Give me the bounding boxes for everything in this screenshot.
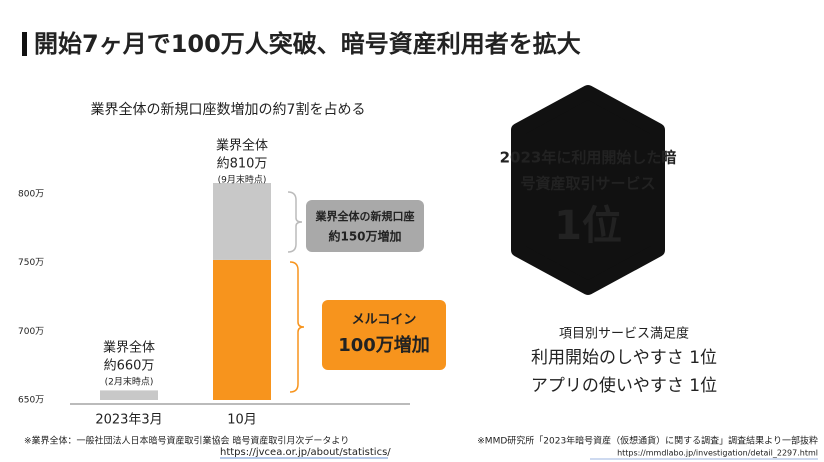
brace bbox=[287, 191, 303, 253]
annotation: 約660万 bbox=[104, 359, 155, 374]
y-tick-label: 650万 bbox=[18, 396, 44, 406]
y-tick-label: 750万 bbox=[18, 258, 44, 268]
annotation: 約150万増加 bbox=[328, 229, 401, 244]
panel-item: アプリの使いやすさ 1位 bbox=[531, 375, 717, 396]
footnote-link: https://jvcea.or.jp/about/statistics/ bbox=[220, 447, 391, 458]
bar-segment bbox=[213, 259, 271, 400]
title-bar bbox=[22, 32, 27, 56]
brace bbox=[289, 261, 305, 393]
callout-box bbox=[306, 200, 424, 252]
footnote: ※MMD研究所「2023年暗号資産（仮想通貨）に関する調査」調査結果より一部抜粋 bbox=[477, 435, 818, 447]
bar-segment bbox=[100, 390, 158, 400]
x-tick-label: 2023年3月 bbox=[95, 413, 162, 428]
y-tick-label: 700万 bbox=[18, 327, 44, 337]
rank: 1位 bbox=[554, 203, 622, 249]
annotation: 業界全体 bbox=[103, 340, 155, 356]
annotation: 100万増加 bbox=[338, 334, 430, 356]
panel-heading: 項目別サービス満足度 bbox=[559, 326, 689, 342]
x-tick-label: 10月 bbox=[227, 413, 257, 428]
chart-subtitle: 業界全体の新規口座数増加の約7割を占める bbox=[91, 101, 366, 118]
panel-item: 利用開始のしやすさ 1位 bbox=[531, 348, 717, 368]
annotation: (2月末時点) bbox=[105, 376, 154, 388]
annotation: メルコイン bbox=[352, 313, 417, 328]
annotation: 業界全体 bbox=[216, 138, 268, 154]
annotation: 号資産取引サービス bbox=[520, 175, 655, 193]
annotation: (9月末時点) bbox=[218, 174, 267, 186]
footnote-link: https://mmdlabo.jp/investigation/detail_… bbox=[617, 449, 818, 458]
badge bbox=[511, 85, 665, 295]
callout-box bbox=[322, 300, 446, 370]
annotation: 業界全体の新規口座 bbox=[315, 209, 415, 223]
title: 開始7ヶ月で100万人突破、暗号資産利用者を拡大 bbox=[34, 30, 581, 58]
annotation: 約810万 bbox=[217, 157, 268, 172]
annotation: 2023年に利用開始した暗 bbox=[500, 149, 677, 167]
bar-segment bbox=[213, 183, 271, 260]
footnote: ※業界全体：一般社団法人日本暗号資産取引業協会 暗号資産取引月次データより bbox=[24, 435, 349, 447]
y-tick-label: 800万 bbox=[18, 190, 44, 200]
